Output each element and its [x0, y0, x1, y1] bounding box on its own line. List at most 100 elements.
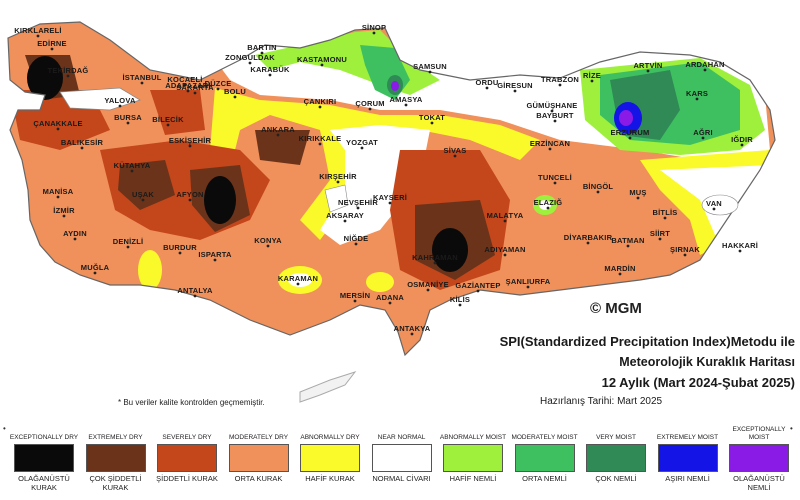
- city-label: TRABZON: [541, 75, 579, 84]
- city-label: UŞAK: [132, 190, 154, 199]
- city-label: BİLECİK: [152, 115, 184, 124]
- city-marker: [368, 107, 372, 111]
- city-label: MERSİN: [340, 291, 370, 300]
- city-marker: [388, 201, 392, 205]
- city-marker: [430, 121, 434, 125]
- city-marker: [296, 282, 300, 286]
- city-label: KARABÜK: [250, 65, 290, 74]
- city-label: SİNOP: [362, 23, 386, 32]
- city-label: MUŞ: [629, 188, 646, 197]
- legend-item: MODERATELY MOIST ORTA NEMLİ: [509, 424, 581, 483]
- city-label: BATMAN: [611, 236, 644, 245]
- city-label: BALIKESİR: [61, 138, 104, 147]
- city-marker: [188, 144, 192, 148]
- city-marker: [683, 253, 687, 257]
- city-label: KİLİS: [450, 295, 470, 304]
- city-marker: [404, 103, 408, 107]
- city-marker: [193, 294, 197, 298]
- city-label: RİZE: [583, 71, 601, 80]
- city-marker: [356, 206, 360, 210]
- city-label: AYDIN: [63, 229, 87, 238]
- legend-tr-label: ŞİDDETLİ KURAK: [156, 474, 218, 483]
- city-marker: [553, 181, 557, 185]
- city-marker: [188, 198, 192, 202]
- city-label: ÇORUM: [355, 99, 384, 108]
- city-label: ANKARA: [261, 125, 295, 134]
- corner-dot: •: [790, 424, 793, 433]
- city-marker: [73, 237, 77, 241]
- city-label: BAYBURT: [536, 111, 574, 120]
- city-marker: [476, 289, 480, 293]
- city-label: SİİRT: [650, 229, 670, 238]
- legend-en-label: EXCEPTIONALLY MOIST: [732, 426, 786, 441]
- city-label: KAHRAMAN: [412, 253, 458, 262]
- city-marker: [353, 299, 357, 303]
- city-marker: [248, 61, 252, 65]
- city-label: ORDU: [476, 78, 499, 87]
- city-marker: [354, 242, 358, 246]
- city-label: EDİRNE: [37, 39, 67, 48]
- legend-tr-label: ÇOK ŞİDDETLİ KURAK: [89, 474, 142, 492]
- city-marker: [216, 87, 220, 91]
- city-marker: [126, 121, 130, 125]
- quality-note: * Bu veriler kalite kontrolden geçmemişt…: [118, 398, 265, 407]
- city-label: ADANA: [376, 293, 404, 302]
- city-marker: [50, 47, 54, 51]
- city-label: DENİZLİ: [113, 237, 144, 246]
- legend: EXCEPTIONALLY DRY OLAĞANÜSTÜ KURAK EXTREME…: [0, 420, 800, 500]
- city-label: ISPARTA: [198, 250, 232, 259]
- city-label: HAKKARİ: [722, 241, 758, 250]
- city-marker: [233, 95, 237, 99]
- legend-swatch: [657, 444, 718, 472]
- legend-en-label: EXCEPTIONALLY DRY: [9, 434, 79, 441]
- city-label: AKSARAY: [326, 211, 364, 220]
- city-label: TUNCELİ: [538, 173, 572, 182]
- legend-tr-label: ÇOK NEMLİ: [595, 474, 637, 483]
- city-label: BİTLİS: [653, 208, 678, 217]
- city-label: ESKİŞEHİR: [169, 136, 212, 145]
- city-marker: [66, 74, 70, 78]
- city-label: IĞDIR: [731, 135, 753, 144]
- city-marker: [453, 154, 457, 158]
- cyprus-outline: [299, 371, 357, 403]
- city-label: KIRKLARELİ: [14, 26, 61, 35]
- city-marker: [336, 180, 340, 184]
- city-marker: [183, 83, 187, 87]
- lake-tuz: [324, 184, 349, 213]
- city-marker: [703, 68, 707, 72]
- city-marker: [166, 123, 170, 127]
- legend-en-label: EXTREMELY DRY: [88, 434, 143, 441]
- city-label: ERZURUM: [611, 128, 650, 137]
- city-label: AMASYA: [389, 95, 422, 104]
- legend-en-label: NEAR NORMAL: [377, 434, 426, 441]
- city-label: KÜTAHYA: [114, 161, 151, 170]
- city-label: ADAPAZARI: [165, 81, 210, 90]
- city-label: KASTAMONU: [297, 55, 347, 64]
- legend-item: ABNORMALLY MOIST HAFİF NEMLİ: [437, 424, 509, 483]
- city-label: SAKARYA: [176, 83, 214, 92]
- legend-en-label: VERY MOIST: [596, 434, 636, 441]
- legend-swatch: [514, 444, 575, 472]
- city-marker: [410, 332, 414, 336]
- city-marker: [186, 89, 190, 93]
- title-block: SPI(Standardized Precipitation Index)Met…: [440, 332, 795, 410]
- lake-van: [701, 194, 739, 216]
- city-marker: [213, 258, 217, 262]
- city-marker: [266, 244, 270, 248]
- city-label: YALOVA: [104, 96, 136, 105]
- legend-en-label: SEVERELY DRY: [162, 434, 212, 441]
- city-marker: [141, 198, 145, 202]
- city-label: KOCAELİ: [167, 75, 202, 84]
- city-marker: [628, 136, 632, 140]
- city-label: MUĞLA: [81, 263, 110, 272]
- city-label: MALATYA: [487, 211, 524, 220]
- prepared-date: Hazırlanış Tarihi: Mart 2025: [540, 396, 663, 407]
- city-label: AFYON: [176, 190, 203, 199]
- city-marker: [738, 249, 742, 253]
- legend-item: SEVERELY DRY ŞİDDETLİ KURAK: [151, 424, 223, 483]
- legend-item: EXCEPTIONALLY MOIST OLAĞANÜSTÜ NEMLİ: [723, 424, 795, 492]
- legend-tr-label: NORMAL CİVARI: [372, 474, 431, 483]
- legend-swatch: [586, 444, 646, 472]
- city-label: MANİSA: [43, 187, 74, 196]
